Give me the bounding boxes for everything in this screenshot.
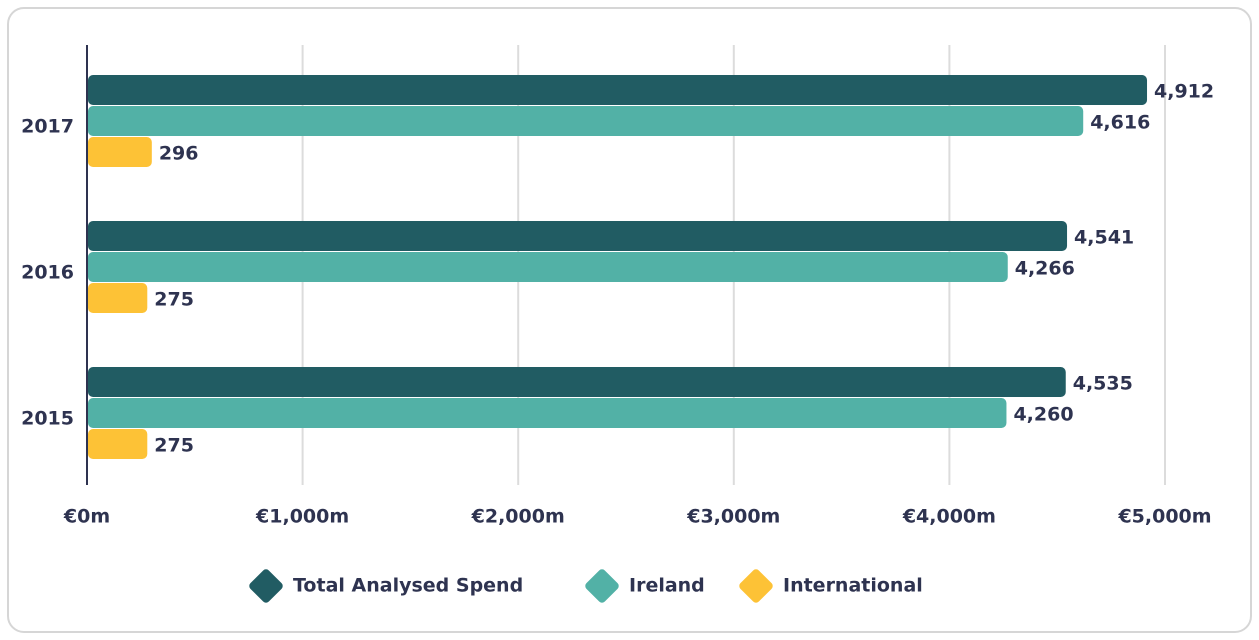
- card: [7, 7, 1252, 633]
- y-tick-label: 2016: [21, 262, 74, 284]
- value-label: 275: [154, 289, 194, 311]
- value-label: 4,616: [1090, 112, 1150, 134]
- x-tick-label: €1,000m: [255, 506, 349, 528]
- x-tick-label: €0m: [63, 506, 110, 528]
- legend-label: Ireland: [629, 575, 705, 597]
- value-label: 296: [159, 143, 199, 165]
- bar: [88, 106, 1084, 136]
- x-tick-label: €4,000m: [902, 506, 996, 528]
- bar: [88, 429, 148, 459]
- bar: [88, 75, 1148, 105]
- legend-label: International: [783, 575, 923, 597]
- bar: [88, 221, 1068, 251]
- y-tick-label: 2017: [21, 116, 74, 138]
- bar: [88, 367, 1066, 397]
- value-label: 275: [154, 435, 194, 457]
- value-label: 4,541: [1074, 227, 1134, 249]
- x-tick-label: €5,000m: [1117, 506, 1211, 528]
- value-label: 4,535: [1073, 373, 1133, 395]
- value-label: 4,912: [1154, 81, 1214, 103]
- bar: [88, 398, 1007, 428]
- bar: [88, 252, 1008, 282]
- x-tick-label: €3,000m: [686, 506, 780, 528]
- y-tick-label: 2015: [21, 408, 74, 430]
- legend-swatch: [585, 569, 619, 603]
- value-label: 4,260: [1013, 404, 1073, 426]
- x-tick-label: €2,000m: [471, 506, 565, 528]
- legend-swatch: [739, 569, 773, 603]
- bar: [88, 137, 152, 167]
- legend-label: Total Analysed Spend: [293, 575, 523, 597]
- legend-swatch: [249, 569, 283, 603]
- value-label: 4,266: [1015, 258, 1075, 280]
- bar: [88, 283, 148, 313]
